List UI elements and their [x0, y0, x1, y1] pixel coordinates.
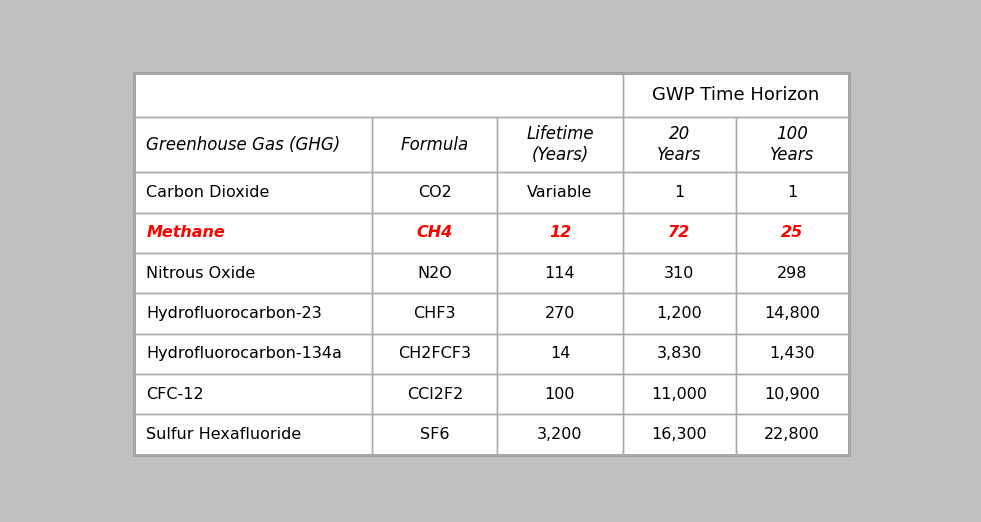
Text: CH4: CH4 — [417, 226, 453, 241]
Text: 1: 1 — [674, 185, 684, 200]
Text: 310: 310 — [664, 266, 695, 281]
Bar — [497, 414, 623, 455]
Text: CCl2F2: CCl2F2 — [407, 387, 463, 401]
Text: 12: 12 — [549, 226, 571, 241]
Bar — [623, 334, 736, 374]
Text: Methane: Methane — [146, 226, 225, 241]
Bar — [497, 213, 623, 253]
Bar — [372, 253, 497, 293]
Bar — [736, 172, 849, 213]
Bar — [736, 334, 849, 374]
Bar — [372, 117, 497, 172]
Bar — [497, 253, 623, 293]
Bar — [134, 293, 372, 334]
Text: Formula: Formula — [400, 136, 469, 153]
Bar — [623, 293, 736, 334]
Bar — [623, 213, 736, 253]
Text: 25: 25 — [781, 226, 803, 241]
Bar — [134, 253, 372, 293]
Text: 14: 14 — [549, 346, 570, 361]
Text: 3,830: 3,830 — [656, 346, 701, 361]
Bar — [372, 213, 497, 253]
Bar — [134, 172, 372, 213]
Text: 270: 270 — [544, 306, 575, 321]
Text: 11,000: 11,000 — [651, 387, 707, 401]
Bar — [736, 293, 849, 334]
Bar — [134, 414, 372, 455]
Text: Sulfur Hexafluoride: Sulfur Hexafluoride — [146, 427, 301, 442]
Bar — [134, 117, 372, 172]
Bar — [134, 374, 372, 414]
Text: 1: 1 — [787, 185, 798, 200]
Bar — [736, 253, 849, 293]
Text: 3,200: 3,200 — [538, 427, 583, 442]
Bar — [372, 172, 497, 213]
Bar — [497, 172, 623, 213]
Text: 1,430: 1,430 — [769, 346, 815, 361]
Text: Carbon Dioxide: Carbon Dioxide — [146, 185, 270, 200]
Text: N2O: N2O — [418, 266, 452, 281]
Bar — [623, 172, 736, 213]
Text: 100: 100 — [544, 387, 575, 401]
Bar — [736, 414, 849, 455]
Text: CO2: CO2 — [418, 185, 451, 200]
Bar — [623, 374, 736, 414]
Text: 14,800: 14,800 — [764, 306, 820, 321]
Text: Variable: Variable — [528, 185, 593, 200]
Bar — [736, 374, 849, 414]
Text: Nitrous Oxide: Nitrous Oxide — [146, 266, 255, 281]
Text: Hydrofluorocarbon-23: Hydrofluorocarbon-23 — [146, 306, 322, 321]
Bar — [134, 213, 372, 253]
Bar — [134, 334, 372, 374]
Text: 16,300: 16,300 — [651, 427, 707, 442]
Text: CHF3: CHF3 — [414, 306, 456, 321]
Bar — [134, 73, 623, 117]
Bar — [736, 117, 849, 172]
Bar — [623, 414, 736, 455]
Text: Lifetime
(Years): Lifetime (Years) — [526, 125, 594, 164]
Text: CFC-12: CFC-12 — [146, 387, 204, 401]
Text: CH2FCF3: CH2FCF3 — [398, 346, 471, 361]
Bar — [372, 334, 497, 374]
Bar — [372, 293, 497, 334]
Text: 22,800: 22,800 — [764, 427, 820, 442]
Bar — [372, 374, 497, 414]
Text: 1,200: 1,200 — [656, 306, 702, 321]
Text: 72: 72 — [668, 226, 691, 241]
Bar — [623, 73, 849, 117]
Bar — [736, 213, 849, 253]
Bar — [623, 253, 736, 293]
Text: GWP Time Horizon: GWP Time Horizon — [652, 86, 819, 104]
Bar — [497, 293, 623, 334]
Bar — [497, 334, 623, 374]
Text: SF6: SF6 — [420, 427, 449, 442]
Text: 20
Years: 20 Years — [657, 125, 701, 164]
Text: Greenhouse Gas (GHG): Greenhouse Gas (GHG) — [146, 136, 340, 153]
Bar — [497, 374, 623, 414]
Bar — [497, 117, 623, 172]
Text: 298: 298 — [777, 266, 807, 281]
Bar — [623, 117, 736, 172]
Text: Hydrofluorocarbon-134a: Hydrofluorocarbon-134a — [146, 346, 342, 361]
Text: 10,900: 10,900 — [764, 387, 820, 401]
Bar — [372, 414, 497, 455]
Text: 100
Years: 100 Years — [770, 125, 814, 164]
Text: 114: 114 — [544, 266, 575, 281]
